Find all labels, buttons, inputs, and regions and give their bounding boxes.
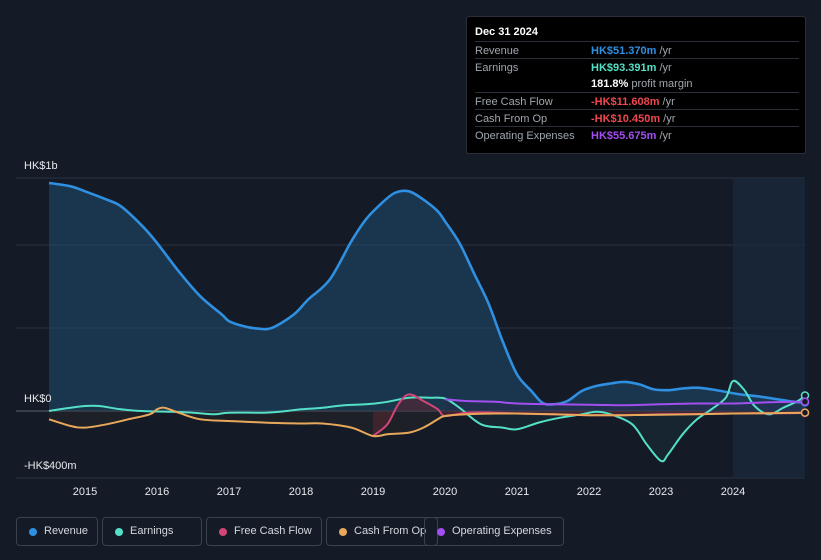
legend-dot-icon: [115, 528, 123, 536]
end-marker-cash-from-op: [800, 408, 810, 417]
x-tick-label: 2021: [505, 486, 529, 498]
tooltip-row-fcf: Free Cash Flow -HK$11.608m /yr: [475, 92, 799, 109]
future-highlight: [733, 178, 805, 478]
end-marker-operating-expenses: [800, 397, 810, 406]
x-tick-label: 2024: [721, 486, 745, 498]
legend-item-revenue[interactable]: Revenue: [16, 517, 98, 546]
tooltip-label: Earnings: [475, 62, 519, 74]
legend-label: Operating Expenses: [452, 525, 552, 537]
legend-dot-icon: [219, 528, 227, 536]
tooltip-label: Free Cash Flow: [475, 96, 553, 108]
tooltip-row-cfo: Cash From Op -HK$10.450m /yr: [475, 109, 799, 126]
tooltip-value: -HK$11.608m /yr: [591, 96, 675, 108]
x-tick-label: 2016: [145, 486, 169, 498]
series-areas: [49, 183, 805, 462]
legend-label: Earnings: [130, 525, 174, 537]
tooltip-label: Cash From Op: [475, 113, 548, 125]
legend-label: Cash From Op: [354, 525, 427, 537]
line-cash-from-op: [48, 406, 806, 438]
tooltip-value: HK$93.391m /yr: [591, 62, 672, 74]
tooltip-date: Dec 31 2024: [475, 26, 538, 38]
y-axis-bottom-label: -HK$400m: [24, 460, 77, 472]
x-tick-label: 2015: [73, 486, 97, 498]
legend-dot-icon: [29, 528, 37, 536]
line-earnings: [48, 379, 806, 463]
line-operating-expenses: [444, 398, 806, 407]
area-earnings: [49, 380, 805, 462]
x-tick-label: 2019: [361, 486, 385, 498]
tooltip-value: -HK$10.450m /yr: [591, 113, 676, 125]
highlight-region: [733, 178, 805, 478]
x-tick-label: 2023: [649, 486, 673, 498]
tooltip-label: Revenue: [475, 45, 520, 57]
x-tick-label: 2020: [433, 486, 457, 498]
tooltip-row-margin: 181.8% profit margin: [475, 75, 799, 92]
legend-label: Free Cash Flow: [234, 525, 312, 537]
tooltip-row-opex: Operating Expenses HK$55.675m /yr: [475, 126, 799, 143]
legend-label: Revenue: [44, 525, 89, 537]
chart-canvas: 2015 2016 2017 2018 2019 2020 2021 2022 2023 2024: [16, 177, 810, 498]
x-tick-label: 2018: [289, 486, 313, 498]
tooltip-value: 181.8% profit margin: [591, 78, 693, 90]
legend-dot-icon: [339, 528, 347, 536]
line-revenue: [48, 181, 806, 406]
end-markers: [800, 391, 810, 418]
x-axis-ticks: 2015 2016 2017 2018 2019 2020 2021 2022 2023 2024: [73, 486, 745, 498]
x-tick-label: 2022: [577, 486, 601, 498]
legend-item-free-cash-flow[interactable]: Free Cash Flow: [206, 517, 322, 546]
tooltip-row-revenue: Revenue HK$51.370m /yr: [475, 41, 799, 58]
legend-dot-icon: [437, 528, 445, 536]
data-tooltip: Dec 31 2024 Revenue HK$51.370m /yr Earni…: [466, 16, 806, 154]
legend-item-operating-expenses[interactable]: Operating Expenses: [424, 517, 564, 546]
area-revenue: [49, 183, 805, 411]
y-axis-zero-label: HK$0: [24, 393, 52, 405]
tooltip-row-earnings: Earnings HK$93.391m /yr: [475, 58, 799, 75]
series-lines: [48, 181, 806, 463]
x-tick-label: 2017: [217, 486, 241, 498]
legend-item-earnings[interactable]: Earnings: [102, 517, 202, 546]
tooltip-label: Operating Expenses: [475, 130, 575, 142]
legend-item-cash-from-op[interactable]: Cash From Op: [326, 517, 438, 546]
tooltip-value: HK$55.675m /yr: [591, 130, 672, 142]
tooltip-value: HK$51.370m /yr: [591, 45, 672, 57]
y-axis-top-label: HK$1b: [24, 160, 58, 172]
